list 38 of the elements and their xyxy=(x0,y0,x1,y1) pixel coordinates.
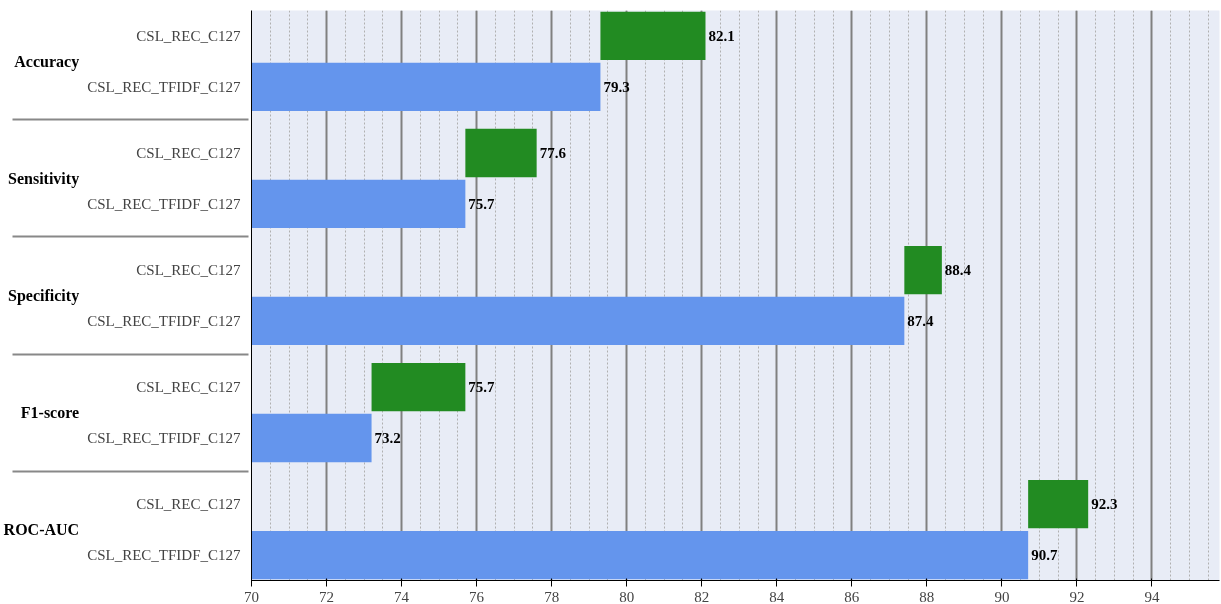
y-tick-label: CSL_REC_C127 xyxy=(136,27,241,44)
text: F1-score xyxy=(20,404,80,422)
data-label: 75.7 xyxy=(468,195,496,212)
y-tick-label: CSL_REC_TFIDF_C127 xyxy=(87,195,241,212)
y-tick-label: CSL_REC_TFIDF_C127 xyxy=(87,430,241,446)
x-tick-label: 86 xyxy=(844,588,860,604)
data-label: 82.1 xyxy=(708,27,735,44)
x-tick-label: 82 xyxy=(694,588,710,604)
text: Sensitivity xyxy=(8,169,80,188)
x-tick-label: 76 xyxy=(469,588,485,604)
x-tick-label: 92 xyxy=(1069,588,1085,604)
data-label: 92.3 xyxy=(1091,496,1118,513)
y-tick-label: CSL_REC_C127 xyxy=(136,145,241,161)
text: Accuracy xyxy=(14,52,80,71)
y-tick-label: CSL_REC_TFIDF_C127 xyxy=(87,312,241,329)
data-label: 75.7 xyxy=(468,379,496,396)
x-tick-label: 88 xyxy=(919,588,935,604)
y-tick-label: CSL_REC_C127 xyxy=(136,496,241,513)
x-tick-label: 78 xyxy=(544,588,560,604)
data-label: 73.2 xyxy=(374,430,401,446)
x-tick-label: 80 xyxy=(619,588,635,604)
data-label: 87.4 xyxy=(907,312,935,329)
x-tick-label: 72 xyxy=(319,588,335,604)
y-tick-label: CSL_REC_TFIDF_C127 xyxy=(87,547,241,564)
y-tick-label: CSL_REC_C127 xyxy=(136,379,241,396)
x-tick-label: 94 xyxy=(1144,588,1160,604)
y-tick-label: CSL_REC_TFIDF_C127 xyxy=(87,78,241,95)
x-tick-label: 74 xyxy=(394,588,410,604)
data-label: 77.6 xyxy=(539,145,567,161)
text: ROC-AUC xyxy=(3,521,80,539)
data-label: 79.3 xyxy=(603,78,630,95)
data-label: 90.7 xyxy=(1031,547,1058,564)
y-tick-label: CSL_REC_C127 xyxy=(136,262,241,279)
data-label: 88.4 xyxy=(944,262,972,279)
x-tick-label: 90 xyxy=(994,588,1010,604)
x-tick-label: 70 xyxy=(244,588,259,604)
x-tick-label: 84 xyxy=(769,588,785,604)
text: Specificity xyxy=(8,287,80,305)
